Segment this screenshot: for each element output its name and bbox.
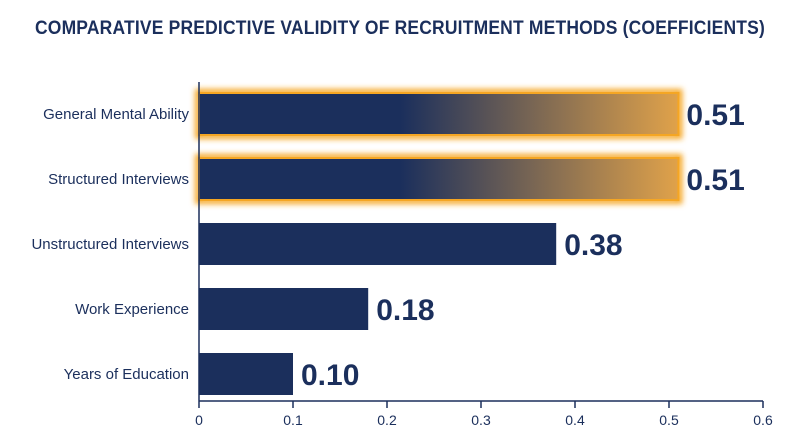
bar [198, 157, 680, 201]
chart-title: COMPARATIVE PREDICTIVE VALIDITY OF RECRU… [34, 18, 766, 39]
x-tick-label: 0.3 [471, 412, 491, 428]
bars-layer [195, 89, 683, 395]
value-label: 0.18 [376, 294, 434, 327]
x-tick-label: 0.2 [377, 412, 397, 428]
x-tick-label: 0.5 [659, 412, 679, 428]
bar [199, 288, 369, 330]
x-axis: 0 0.1 0.2 0.3 0.4 0.5 0.6 [195, 82, 773, 428]
value-label: 0.10 [301, 359, 359, 392]
bar [199, 223, 557, 265]
bar [198, 92, 680, 136]
x-tick-label: 0 [195, 412, 203, 428]
value-label: 0.51 [686, 99, 744, 132]
x-tick-label: 0.1 [283, 412, 303, 428]
bar [199, 353, 293, 395]
category-label: Unstructured Interviews [31, 236, 189, 253]
value-label: 0.51 [686, 164, 744, 197]
category-label: Years of Education [64, 366, 189, 383]
labels-layer: General Mental Ability 0.51 Structured Int… [31, 99, 744, 392]
x-tick-label: 0.4 [565, 412, 585, 428]
x-tick-label: 0.6 [753, 412, 773, 428]
category-label: Structured Interviews [48, 171, 189, 188]
value-label: 0.38 [564, 229, 622, 262]
category-label: General Mental Ability [43, 106, 189, 123]
category-label: Work Experience [75, 301, 189, 318]
